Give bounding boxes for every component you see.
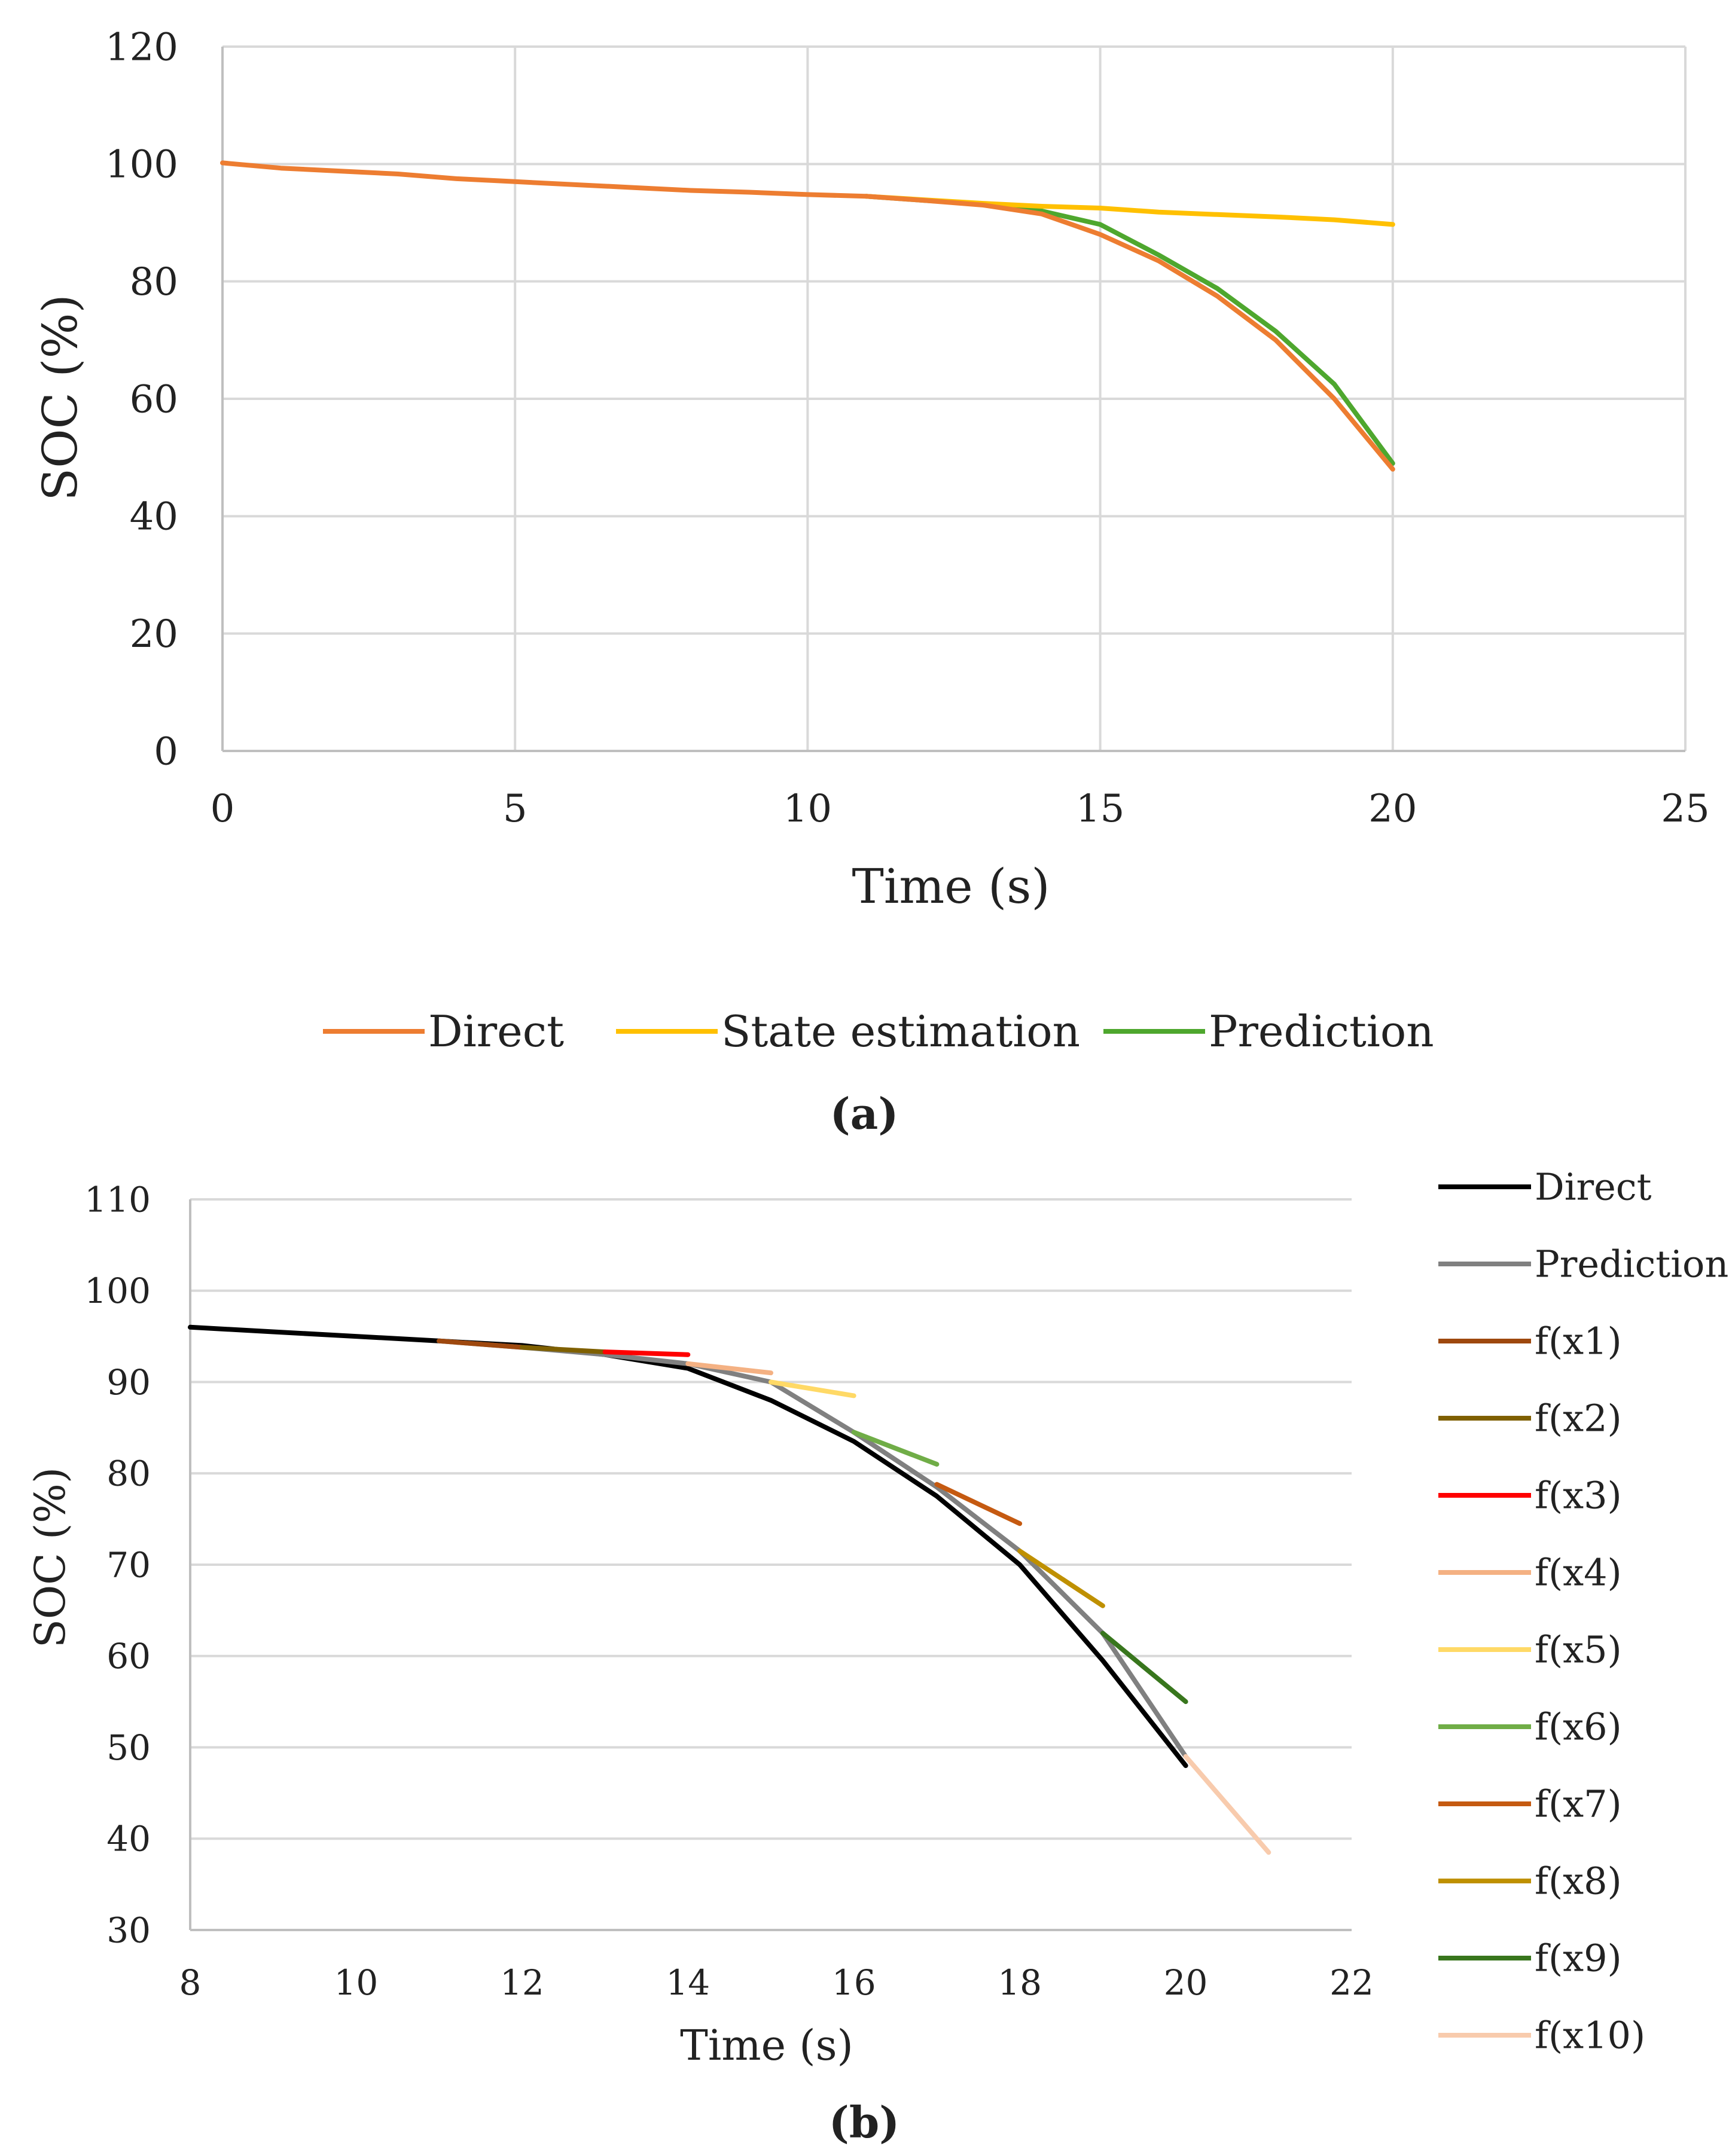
- y-tick-label: 100: [105, 143, 178, 187]
- y-tick-label: 80: [130, 260, 178, 304]
- series-line-direct: [220, 160, 1395, 472]
- series-line-f-x10: [1183, 1754, 1271, 1855]
- x-tick-label: 8: [179, 1962, 202, 2003]
- chart-a-y-axis-title: SOC (%): [32, 294, 88, 500]
- chart-a-panel-label: (a): [830, 1088, 899, 1139]
- chart-b-series: [188, 1324, 1271, 1855]
- y-tick-label: 40: [130, 495, 178, 539]
- y-tick-label: 60: [106, 1636, 151, 1676]
- chart-a: 0 20 40 60 80 100 120 0 5 10 15 20 25 Time (s) SOC …: [32, 25, 1710, 1139]
- series-line-f-x9: [1100, 1630, 1188, 1705]
- chart-b-grid: [189, 1198, 1352, 1931]
- x-tick-label: 15: [1076, 787, 1124, 831]
- legend-label-f-x10: f(x10): [1535, 2014, 1645, 2057]
- x-tick-label: 5: [503, 787, 527, 831]
- series-line-direct: [188, 1324, 1188, 1769]
- x-tick-label: 14: [666, 1962, 710, 2003]
- chart-b-y-tick-labels: 30 40 50 60 70 80 90 100 110: [84, 1179, 151, 1950]
- y-tick-label: 60: [130, 377, 178, 422]
- legend-label-f-x2: f(x2): [1535, 1397, 1622, 1440]
- x-tick-label: 12: [500, 1962, 544, 2003]
- chart-a-y-tick-labels: 0 20 40 60 80 100 120: [105, 25, 178, 774]
- legend-label-f-x4: f(x4): [1535, 1551, 1622, 1595]
- legend-label-f-x9: f(x9): [1535, 1937, 1622, 1980]
- series-line-f-x4: [685, 1361, 773, 1376]
- y-tick-label: 50: [106, 1727, 151, 1768]
- chart-a-legend: Direct State estimation Prediction: [323, 1006, 1434, 1056]
- chart-a-grid: [221, 45, 1687, 752]
- y-tick-label: 0: [154, 729, 178, 774]
- series-line-f-x1: [437, 1338, 525, 1350]
- legend-label-state-estimation: State estimation: [721, 1006, 1080, 1056]
- legend-label-f-x3: f(x3): [1535, 1474, 1622, 1517]
- x-tick-label: 18: [998, 1962, 1042, 2003]
- series-line-f-x7: [934, 1482, 1023, 1526]
- chart-b-x-axis-title: Time (s): [680, 2021, 853, 2070]
- y-tick-label: 20: [130, 612, 178, 656]
- x-tick-label: 25: [1661, 787, 1709, 831]
- x-tick-label: 20: [1164, 1962, 1208, 2003]
- chart-b-legend: Direct Prediction f(x1) f(x2) f(x3) f(x4) f(x5…: [1438, 1165, 1728, 2057]
- chart-b-panel-label: (b): [829, 2097, 899, 2148]
- legend-label-f-x6: f(x6): [1535, 1705, 1622, 1749]
- series-line-f-x5: [769, 1379, 856, 1398]
- chart-a-x-tick-labels: 0 5 10 15 20 25: [211, 787, 1710, 831]
- chart-a-x-axis-title: Time (s): [852, 859, 1050, 914]
- series-line-f-x6: [851, 1430, 940, 1467]
- series-line-f-x8: [1017, 1549, 1105, 1608]
- x-tick-label: 10: [783, 787, 832, 831]
- y-tick-label: 40: [106, 1819, 151, 1859]
- x-tick-label: 16: [832, 1962, 876, 2003]
- legend-label-direct: Direct: [428, 1006, 564, 1056]
- legend-label-f-x1: f(x1): [1535, 1320, 1622, 1363]
- legend-label-direct: Direct: [1535, 1165, 1652, 1209]
- legend-label-prediction: Prediction: [1535, 1242, 1728, 1286]
- legend-label-f-x7: f(x7): [1535, 1782, 1622, 1826]
- x-tick-label: 22: [1329, 1962, 1374, 2003]
- y-tick-label: 100: [84, 1271, 151, 1311]
- y-tick-label: 90: [106, 1362, 151, 1403]
- y-tick-label: 70: [106, 1544, 151, 1585]
- y-tick-label: 120: [105, 25, 178, 69]
- legend-label-f-x5: f(x5): [1535, 1628, 1622, 1672]
- series-line-f-x3: [602, 1349, 691, 1357]
- y-tick-label: 80: [106, 1453, 151, 1494]
- y-tick-label: 110: [84, 1179, 151, 1220]
- y-tick-label: 30: [106, 1910, 151, 1950]
- legend-label-f-x8: f(x8): [1535, 1859, 1622, 1903]
- x-tick-label: 10: [334, 1962, 379, 2003]
- x-tick-label: 20: [1368, 787, 1417, 831]
- chart-a-series: [220, 160, 1395, 472]
- legend-label-prediction: Prediction: [1209, 1006, 1434, 1056]
- chart-b: 30 40 50 60 70 80 90 100 110 8 10 12 14 16 18 20 22 Tim…: [26, 1165, 1728, 2148]
- chart-b-y-axis-title: SOC (%): [26, 1467, 75, 1648]
- x-tick-label: 0: [211, 787, 235, 831]
- series-line-f-x2: [519, 1345, 608, 1355]
- chart-b-x-tick-labels: 8 10 12 14 16 18 20 22: [179, 1962, 1374, 2003]
